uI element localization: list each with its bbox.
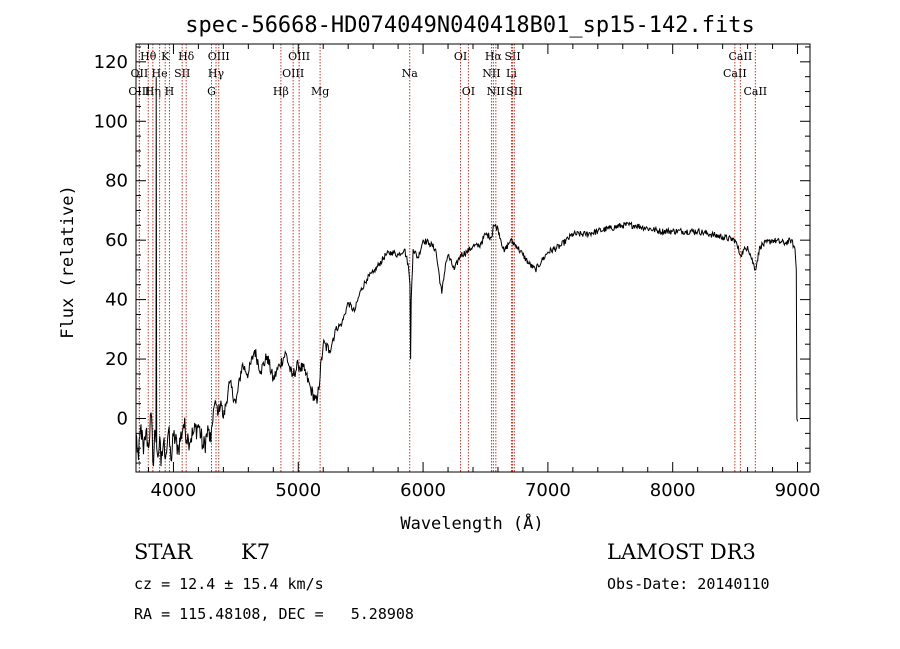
spectral-line-label-13: OIII (288, 50, 310, 63)
spectral-line-label-26: CaII (723, 67, 747, 80)
spectral-line-label-11: G (207, 85, 216, 98)
spectral-line-label-8: Hδ (178, 50, 195, 63)
spectral-line-label-25: CaII (729, 50, 753, 63)
spectral-line-label-9: OIII (208, 50, 230, 63)
chart-title: spec-56668-HD074049N040418B01_sp15-142.f… (185, 13, 755, 38)
redshift-velocity: cz = 12.4 ± 15.4 km/s (134, 575, 324, 593)
spectral-line-label-27: CaII (743, 85, 767, 98)
spectral-line-label-23: Li (506, 67, 517, 80)
y-tick-label-0: 0 (117, 409, 128, 430)
x-tick-label-0: 4000 (151, 480, 197, 501)
spectral-line-label-4: He (152, 67, 168, 80)
spectral-line-label-3: Hη (145, 85, 161, 98)
spectral-line-label-19: Hα (485, 50, 503, 63)
axis-ticks: 4000 5000 6000 7000 8000 9000 0 20 40 60 80 100 120 (94, 44, 821, 501)
spectral-line-label-22: SII (504, 50, 520, 63)
y-axis-label: Flux (relative) (58, 185, 78, 339)
spectral-line-label-24: SII (506, 85, 522, 98)
spectral-line-label-17: OI (454, 50, 467, 63)
spectral-line-label-10: Hγ (208, 67, 225, 80)
spectral-line-label-0: Hθ (140, 50, 157, 63)
survey-name: LAMOST DR3 (607, 540, 756, 564)
x-tick-label-5: 9000 (775, 480, 821, 501)
y-tick-label-3: 60 (105, 230, 128, 251)
spectral-line-label-14: OIII (282, 67, 304, 80)
spectral-line-label-16: Na (402, 67, 419, 80)
x-tick-label-4: 8000 (650, 480, 696, 501)
observation-date: Obs-Date: 20140110 (607, 575, 770, 593)
y-tick-label-5: 100 (94, 111, 128, 132)
spectral-line-label-1: OII (131, 67, 149, 80)
object-class: STAR (134, 540, 193, 564)
x-tick-label-3: 7000 (525, 480, 571, 501)
spectral-line-label-15: Mg (311, 85, 329, 98)
spectral-line-label-21: NII (487, 85, 505, 98)
y-tick-label-2: 40 (105, 290, 128, 311)
y-tick-label-1: 20 (105, 349, 128, 370)
y-tick-label-4: 80 (105, 171, 128, 192)
spectral-line-label-18: OI (462, 85, 475, 98)
plot-frame (135, 43, 811, 473)
spectral-subclass: K7 (241, 540, 271, 564)
x-tick-label-1: 5000 (275, 480, 321, 501)
y-tick-label-6: 120 (94, 52, 128, 73)
spectral-line-label-6: H (165, 85, 175, 98)
x-tick-label-2: 6000 (400, 480, 446, 501)
sky-coordinates: RA = 115.48108, DEC = 5.28908 (134, 605, 414, 623)
x-axis-label: Wavelength (Å) (400, 512, 543, 534)
spectral-line-label-12: Hβ (273, 85, 289, 98)
spectrum-series (136, 76, 798, 467)
spectrum-line-0 (136, 76, 798, 467)
spectral-line-label-20: NII (482, 67, 500, 80)
spectral-line-label-5: K (161, 50, 170, 63)
spectral-line-label-7: SII (174, 67, 190, 80)
